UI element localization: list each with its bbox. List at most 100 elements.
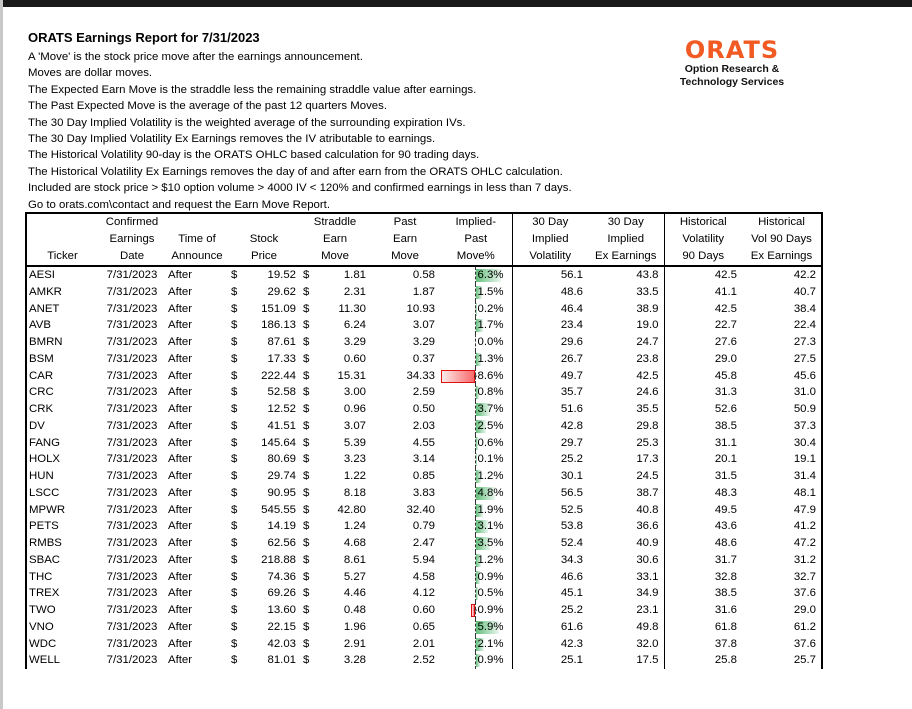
stock-price-cell-value: 22.15 (267, 620, 296, 633)
ticker-cell: AVB (25, 317, 98, 334)
iv30-cell: 49.7 (560, 369, 583, 382)
stock-price-cell: $81.01 (228, 652, 300, 669)
note-line: The Historical Volatility 90-day is the … (28, 149, 480, 162)
past-move-cell: 2.01 (412, 637, 435, 650)
past-move-cell: 32.40 (406, 503, 435, 516)
hv90-ex-earnings-cell: 47.2 (742, 535, 823, 552)
currency-symbol: $ (303, 319, 310, 332)
stock-price-cell: $19.52 (228, 266, 300, 284)
iv30-cell: 35.7 (560, 386, 583, 399)
implied-move-databar (476, 319, 483, 333)
column-header-line: Volatility (529, 250, 572, 262)
table-row: HOLX 7/31/2023 After $80.69 $3.23 3.14 0.1% 25.… (25, 451, 823, 468)
stock-price-cell: $151.09 (228, 301, 300, 318)
currency-symbol: $ (231, 336, 238, 348)
implied-past-move-cell: 1.2% (440, 468, 513, 485)
implied-move-databar (476, 620, 499, 634)
column-header-line: Earnings (109, 233, 155, 245)
currency-symbol: $ (231, 403, 238, 415)
currency-symbol: $ (231, 620, 238, 633)
straddle-move-cell-value: 1.22 (343, 470, 366, 482)
column-header: 30 Day Implied Volatility (512, 212, 588, 267)
straddle-move-cell: $1.96 (300, 619, 370, 636)
implied-move-value: 2.5% (477, 419, 504, 432)
databar-axis (475, 417, 476, 435)
straddle-move-cell: $5.39 (300, 435, 370, 452)
databar-axis (475, 267, 476, 284)
straddle-move-cell-value: 4.68 (343, 537, 366, 549)
implied-move-value: 3.5% (477, 537, 504, 549)
currency-symbol: $ (303, 470, 310, 482)
implied-move-value: 3.1% (477, 520, 504, 533)
announce-time-cell: After (168, 486, 193, 499)
straddle-move-cell-value: 11.30 (338, 302, 366, 315)
table-row: CRK 7/31/2023 After $12.52 $0.96 0.50 3.7% 51.6… (25, 401, 823, 418)
databar-axis (475, 367, 476, 385)
currency-symbol: $ (231, 486, 238, 499)
hv90-ex-earnings-cell: 31.2 (742, 551, 823, 569)
straddle-move-cell-value: 42.80 (337, 503, 366, 516)
hv90-cell: 49.5 (714, 503, 737, 516)
table-row: DV 7/31/2023 After $41.51 $3.07 2.03 2.5% 42.8 2… (25, 417, 823, 435)
iv30-ex-earnings-cell: 33.5 (588, 283, 665, 301)
column-header-line: Earn (322, 233, 348, 245)
earnings-date-cell: 7/31/2023 (106, 285, 158, 298)
iv30-ex-earnings-cell: 40.8 (588, 501, 665, 519)
earnings-date-cell: 7/31/2023 (106, 604, 158, 616)
note-line: Go to orats.com\contact and request the … (28, 198, 331, 211)
past-move-cell: 3.29 (412, 336, 435, 348)
hv90-ex-earnings-cell: 50.9 (742, 401, 823, 418)
column-header: Straddle Earn Move (300, 212, 370, 267)
stock-price-cell-value: 12.52 (267, 403, 296, 415)
implied-move-value: 1.2% (477, 553, 504, 566)
stock-price-cell: $29.74 (228, 468, 300, 485)
implied-move-databar (476, 654, 480, 668)
hv90-cell: 48.6 (714, 537, 737, 549)
straddle-move-cell-value: 1.96 (343, 620, 366, 633)
stock-price-cell: $218.88 (228, 552, 300, 569)
currency-symbol: $ (303, 352, 310, 365)
databar-axis (475, 602, 476, 619)
stock-price-cell-value: 80.69 (267, 453, 296, 466)
stock-price-cell-value: 19.52 (267, 269, 296, 281)
window-top-edge (0, 0, 912, 7)
iv30-cell: 51.6 (560, 403, 583, 415)
hv90-ex-earnings-cell: 47.9 (742, 501, 823, 519)
column-header: Implied- Past Move% (440, 212, 513, 267)
report-notes: A 'Move' is the stock price move after t… (28, 49, 572, 213)
currency-symbol: $ (231, 654, 238, 667)
logo-line-2: Technology Services (679, 75, 785, 88)
iv30-cell: 52.5 (560, 503, 583, 516)
hv90-cell: 31.1 (714, 436, 737, 449)
column-header-line: Ticker (47, 250, 78, 262)
column-header-line: Move% (456, 250, 495, 262)
iv30-cell: 42.8 (560, 419, 583, 432)
stock-price-cell: $222.44 (228, 368, 300, 385)
implied-past-move-cell: 1.2% (440, 551, 513, 569)
note-line: A 'Move' is the stock price move after t… (28, 51, 363, 63)
straddle-move-cell: $3.23 (300, 451, 370, 468)
earnings-date-cell: 7/31/2023 (106, 486, 158, 499)
straddle-move-cell-value: 5.39 (343, 436, 366, 449)
iv30-ex-earnings-cell: 38.7 (588, 484, 665, 502)
announce-time-cell: After (168, 520, 193, 533)
column-header-line: Historical (679, 216, 727, 228)
straddle-move-cell-value: 3.00 (343, 386, 366, 399)
orats-logo: ORATS Option Research & Technology Servi… (672, 37, 792, 88)
stock-price-cell: $14.19 (228, 518, 300, 535)
stock-price-cell: $545.55 (228, 502, 300, 519)
iv30-ex-earnings-cell: 25.3 (588, 434, 665, 452)
past-move-cell: 0.58 (412, 269, 435, 281)
hv90-ex-earnings-cell: 37.6 (742, 585, 823, 602)
hv90-cell: 29.0 (714, 352, 737, 365)
currency-symbol: $ (303, 403, 310, 415)
straddle-move-cell: $8.61 (300, 552, 370, 569)
earnings-date-cell: 7/31/2023 (106, 403, 158, 415)
straddle-move-cell-value: 0.48 (343, 604, 366, 616)
ticker-cell: BSM (25, 350, 98, 368)
table-row: AVB 7/31/2023 After $186.13 $6.24 3.07 1.7% 23.… (25, 317, 823, 334)
implied-move-value: 2.1% (477, 637, 504, 650)
stock-price-cell: $80.69 (228, 451, 300, 468)
earnings-date-cell: 7/31/2023 (106, 369, 158, 382)
implied-past-move-cell: 2.1% (440, 635, 513, 653)
